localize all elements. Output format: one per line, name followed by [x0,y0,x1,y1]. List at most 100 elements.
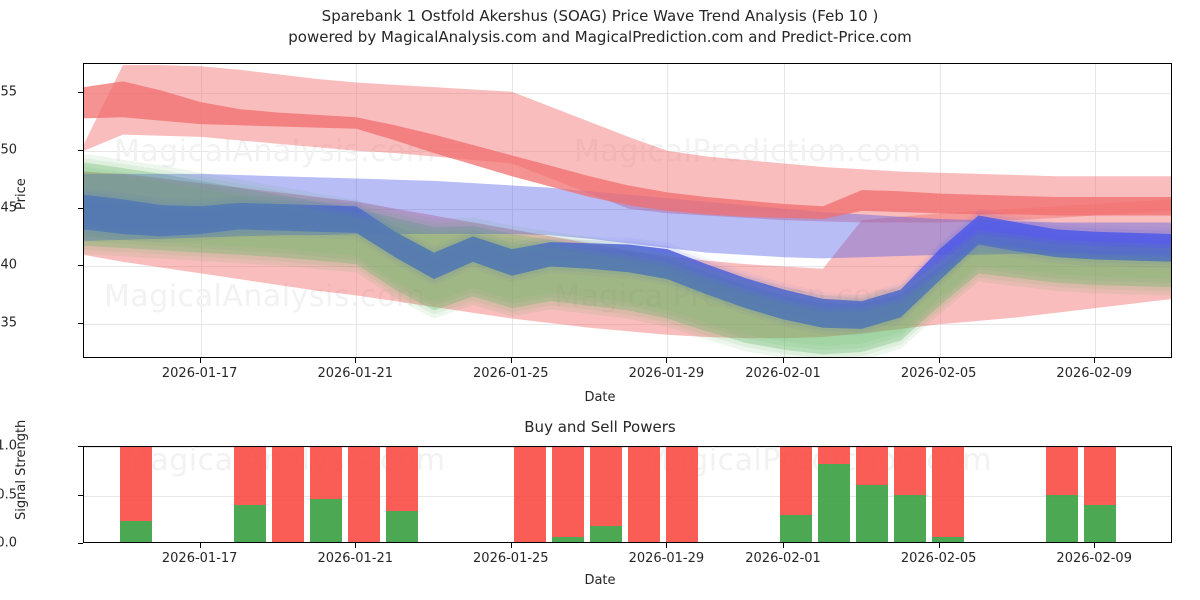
price-y-tick-label: 440 [0,257,17,273]
price-x-tick-mark [355,358,357,363]
powers-x-tick-label: 2026-01-25 [473,551,549,566]
power-bar[interactable] [932,447,964,542]
price-gridline-horizontal [84,324,1171,326]
price-gridline-horizontal [84,92,1171,94]
sell-power-segment [590,447,622,526]
power-bar[interactable] [552,447,584,542]
power-bar[interactable] [894,447,926,542]
buy-power-segment [552,537,584,542]
power-bar[interactable] [666,447,698,542]
page-title: Sparebank 1 Ostfold Akershus (SOAG) Pric… [321,7,879,25]
price-band-green-feather [84,158,1171,351]
price-x-tick-mark [199,358,201,363]
powers-x-tick-label: 2026-02-05 [900,551,977,566]
sell-power-segment [818,447,850,465]
price-y-tick-mark [78,91,83,93]
price-x-tick-mark [1094,358,1096,363]
buy-power-segment [310,499,342,542]
buy-power-segment [894,494,926,542]
price-band-red-outer [84,65,1171,223]
price-x-tick-mark [666,358,668,363]
price-x-tick-label: 2026-01-17 [161,366,238,381]
power-bar[interactable] [856,447,888,542]
price-y-tick-mark [78,149,83,151]
price-band-red-inner [84,81,1171,220]
price-x-axis-label: Date [584,390,616,405]
power-bar[interactable] [514,447,546,542]
sell-power-segment [310,447,342,500]
power-bar[interactable] [780,447,812,542]
price-y-tick-mark [78,207,83,209]
price-y-axis-label: Price [14,178,29,210]
price-x-tick-mark [938,358,940,363]
powers-gridline-horizontal [84,495,1171,497]
price-y-tick-mark [78,323,83,325]
powers-y-tick-label: 1.0 [0,438,17,454]
powers-y-axis-label: Signal Strength [14,419,29,520]
price-band-green-feather [84,166,1171,357]
buy-power-segment [1046,494,1078,542]
powers-x-tick-mark [199,543,201,548]
sell-power-segment [932,447,964,538]
price-x-tick-label: 2026-01-29 [628,366,705,381]
power-bar[interactable] [310,447,342,542]
power-bar[interactable] [272,447,304,542]
price-x-tick-label: 2026-02-01 [745,366,821,381]
buy-power-segment [386,510,418,542]
sell-power-segment [1046,447,1078,495]
power-bar[interactable] [234,447,266,542]
sell-power-segment [856,447,888,485]
powers-x-tick-mark [1094,543,1096,548]
price-band-blue-feather [84,188,1171,323]
powers-y-tick-mark [78,446,83,447]
powers-x-tick-label: 2026-01-17 [161,551,238,566]
powers-chart-title: Buy and Sell Powers [524,418,676,436]
sell-power-segment [1084,447,1116,505]
power-bar[interactable] [386,447,418,542]
buy-power-segment [1084,504,1116,542]
buy-power-segment [234,504,266,542]
sell-power-segment [780,447,812,516]
sell-power-segment [628,447,660,542]
powers-x-tick-label: 2026-01-29 [628,551,705,566]
price-wave-bands [84,65,1171,357]
powers-x-tick-label: 2026-02-01 [745,551,821,566]
chart-title-block: Sparebank 1 Ostfold Akershus (SOAG) Pric… [0,6,1200,48]
price-x-tick-label: 2026-01-21 [317,366,394,381]
price-y-tick-label: 455 [0,84,17,100]
powers-y-tick-mark [78,494,83,496]
sell-power-segment [386,447,418,511]
power-bar[interactable] [1084,447,1116,542]
power-bar[interactable] [120,447,152,542]
sell-power-segment [120,447,152,522]
price-band-blue-feather [84,191,1171,326]
price-band-blue-outer [84,173,1171,259]
power-bar[interactable] [1046,447,1078,542]
price-band-blue-wave [84,194,1171,329]
buy-power-segment [932,537,964,542]
power-bar[interactable] [818,447,850,542]
sell-power-segment [552,447,584,538]
price-y-tick-label: 450 [0,142,17,158]
price-x-tick-mark [783,358,785,363]
price-x-tick-mark [510,358,512,363]
power-bar[interactable] [628,447,660,542]
sell-power-segment [894,447,926,495]
price-band-blue-feather [84,201,1171,336]
price-gridline-vertical [511,64,513,357]
buy-power-segment [120,521,152,542]
powers-y-tick-label: 0.0 [0,535,17,551]
price-wave-chart-plot-area: MagicalAnalysis.com MagicalPrediction.com… [83,63,1172,358]
sell-power-segment [666,447,698,542]
power-bar[interactable] [348,447,380,542]
price-x-tick-label: 2026-02-09 [1056,366,1132,381]
price-y-tick-label: 435 [0,315,17,331]
powers-x-tick-mark [783,543,785,548]
power-bar[interactable] [590,447,622,542]
buy-power-segment [780,515,812,542]
buy-power-segment [590,525,622,542]
price-gridline-horizontal [84,150,1171,152]
price-y-tick-mark [78,265,83,267]
